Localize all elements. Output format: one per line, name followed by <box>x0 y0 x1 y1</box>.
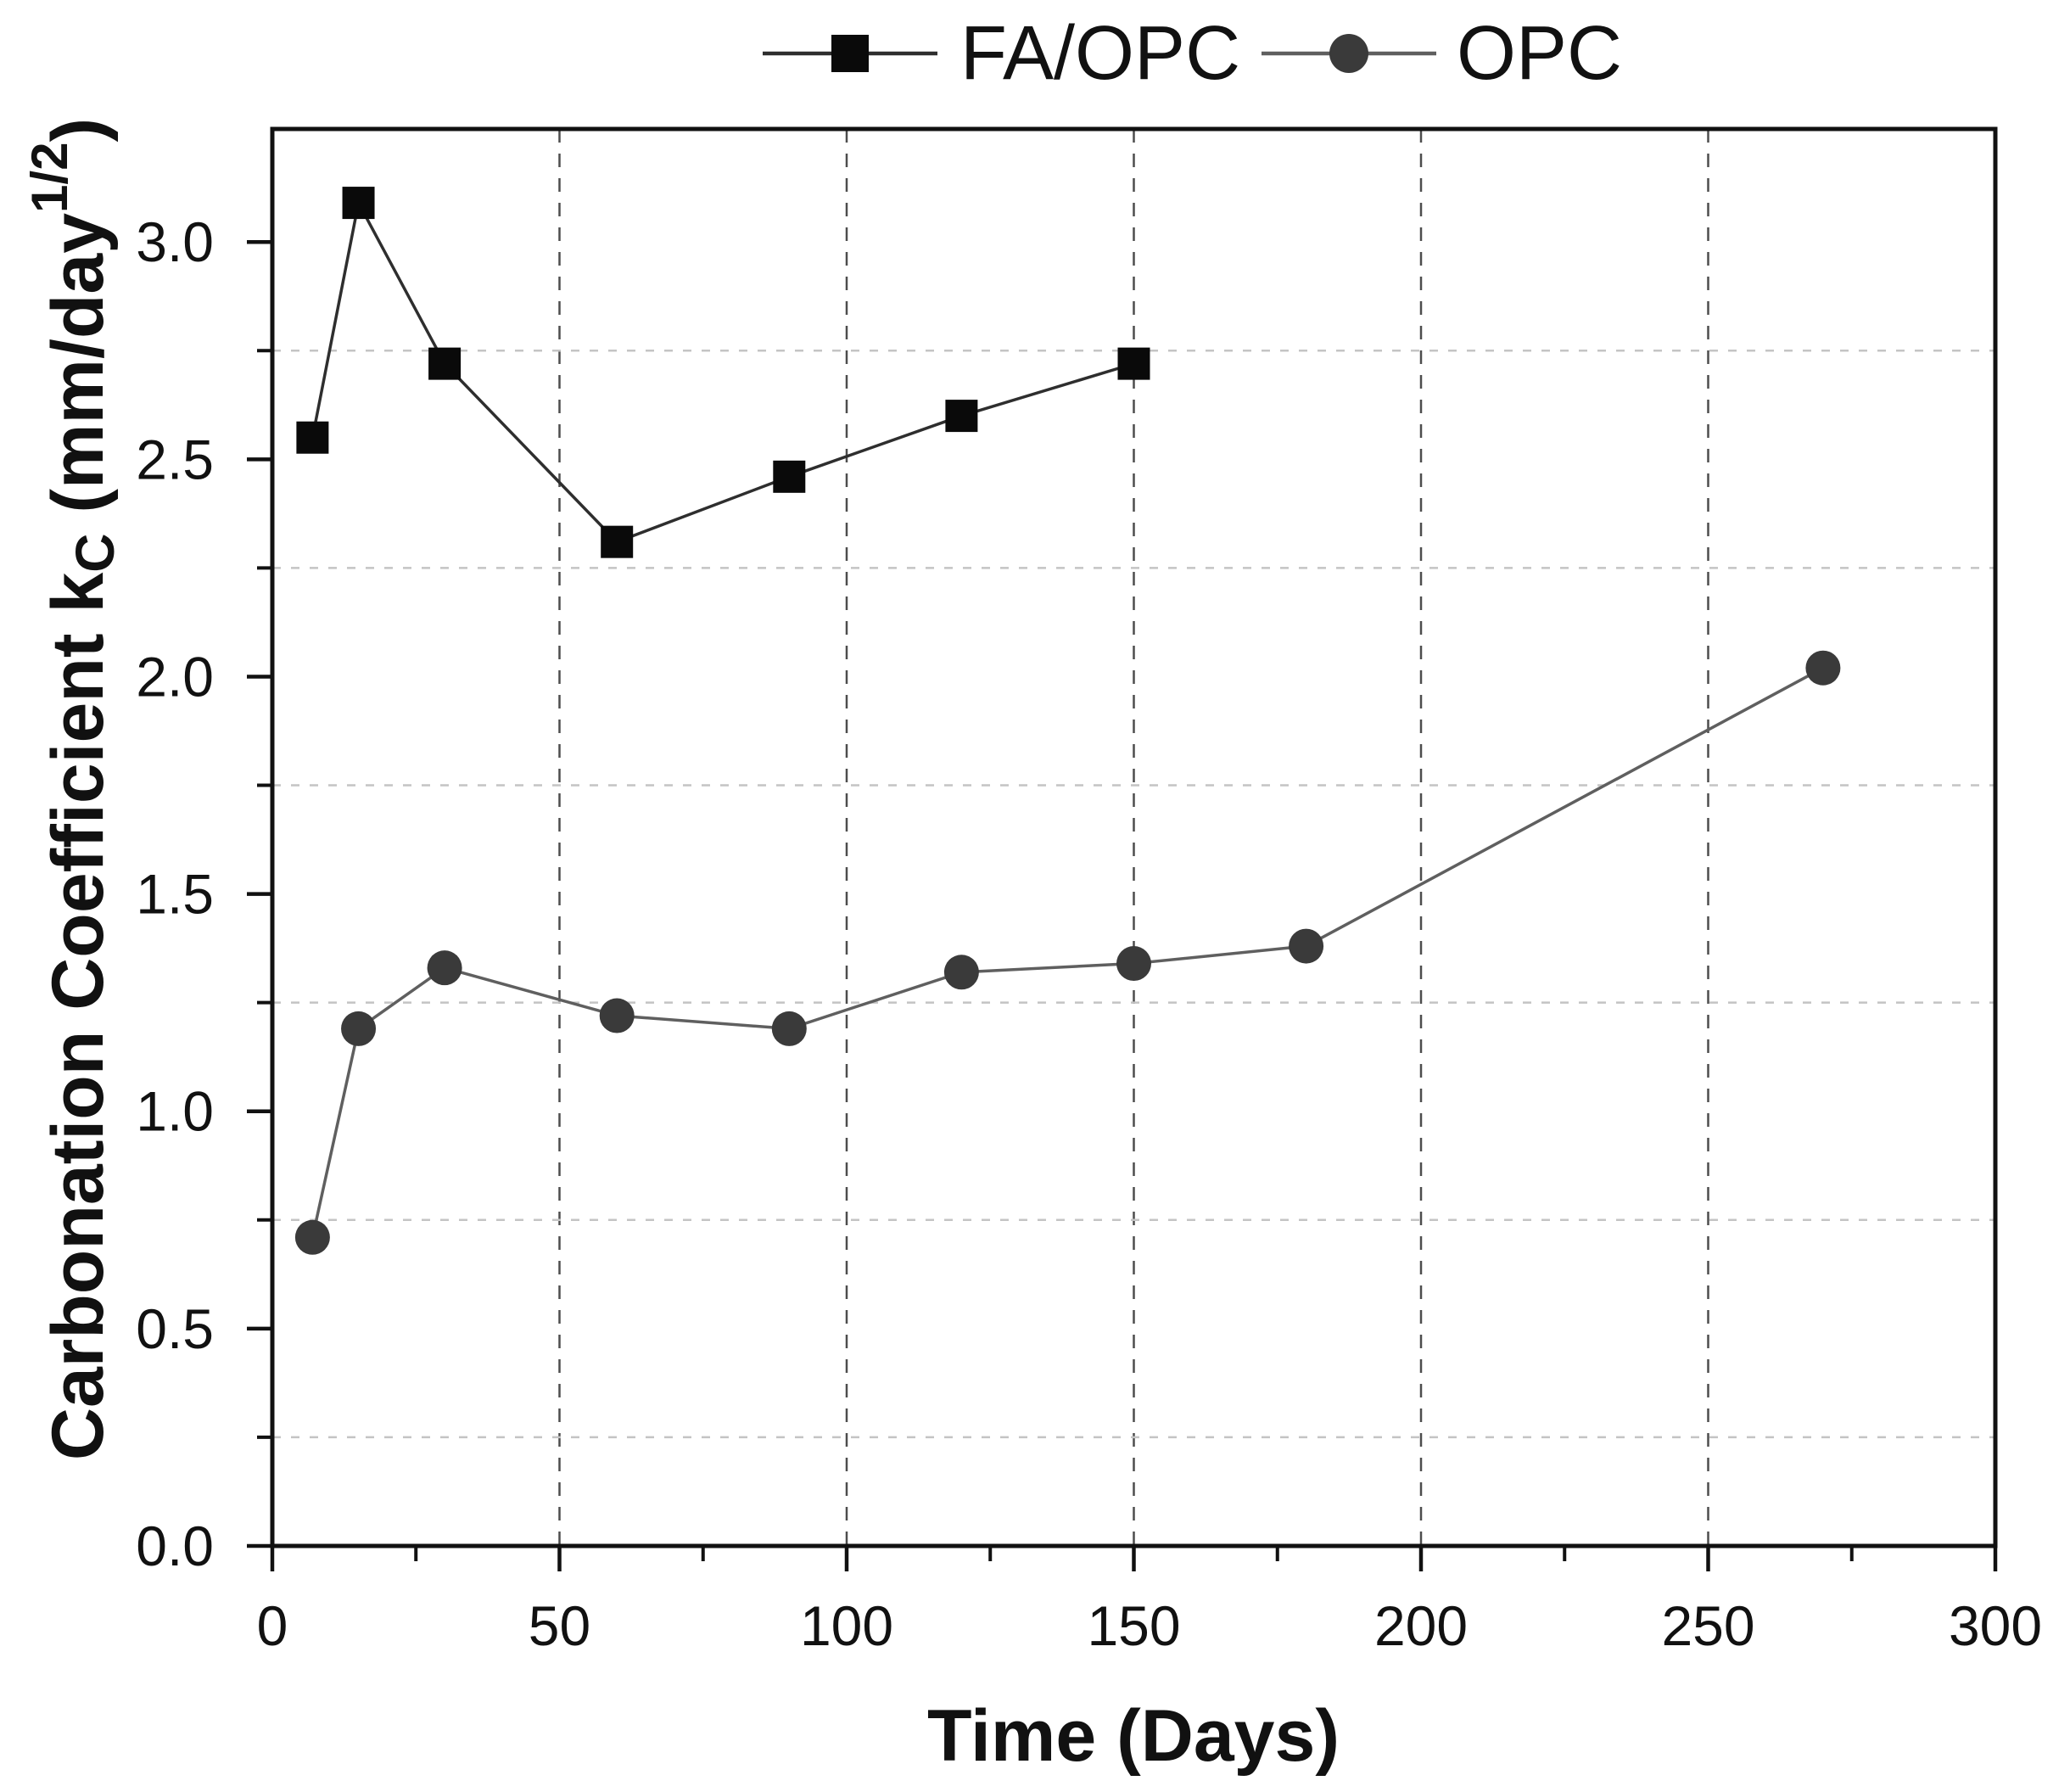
data-point-square <box>342 187 375 220</box>
x-tick-label: 250 <box>1661 1594 1754 1657</box>
x-tick-label: 0 <box>257 1594 288 1657</box>
y-tick-label: 2.5 <box>136 428 214 490</box>
y-tick-label: 1.0 <box>136 1080 214 1143</box>
data-point-circle <box>294 1219 330 1255</box>
data-point-circle <box>1116 946 1151 982</box>
x-tick-label: 300 <box>1949 1594 2042 1657</box>
data-point-square <box>773 460 806 493</box>
data-point-square <box>601 525 634 558</box>
plot-frame <box>270 126 1998 1548</box>
data-point-circle <box>1805 650 1841 686</box>
x-tick-label: 150 <box>1087 1594 1180 1657</box>
legend-label: FA/OPC <box>960 11 1240 96</box>
x-tick-label: 100 <box>800 1594 893 1657</box>
x-tick-label: 200 <box>1374 1594 1468 1657</box>
data-point-circle <box>943 955 979 990</box>
y-tick-label: 2.0 <box>136 645 214 708</box>
y-tick-label: 0.0 <box>136 1515 214 1577</box>
data-point-circle <box>599 998 635 1033</box>
y-tick-label: 1.5 <box>136 863 214 926</box>
data-point-square <box>428 347 462 380</box>
y-tick-label: 3.0 <box>136 210 214 273</box>
data-point-square <box>296 421 329 454</box>
data-point-circle <box>1289 928 1324 964</box>
series-line-opc <box>310 666 1824 1238</box>
x-tick-label: 50 <box>529 1594 590 1657</box>
data-point-square <box>1117 347 1150 380</box>
y-axis-title: Carbonation Coefficient kC (mm/day1/2) <box>21 118 126 1460</box>
data-point-square <box>945 400 978 433</box>
data-point-circle <box>771 1011 807 1046</box>
x-axis-title: Time (Days) <box>927 1695 1340 1777</box>
y-tick-label: 0.5 <box>136 1297 214 1360</box>
data-point-circle <box>427 950 462 986</box>
legend-label: OPC <box>1457 11 1622 96</box>
legend-circle-marker <box>1329 34 1368 73</box>
data-point-circle <box>341 1011 377 1046</box>
legend-square-marker <box>831 35 869 72</box>
